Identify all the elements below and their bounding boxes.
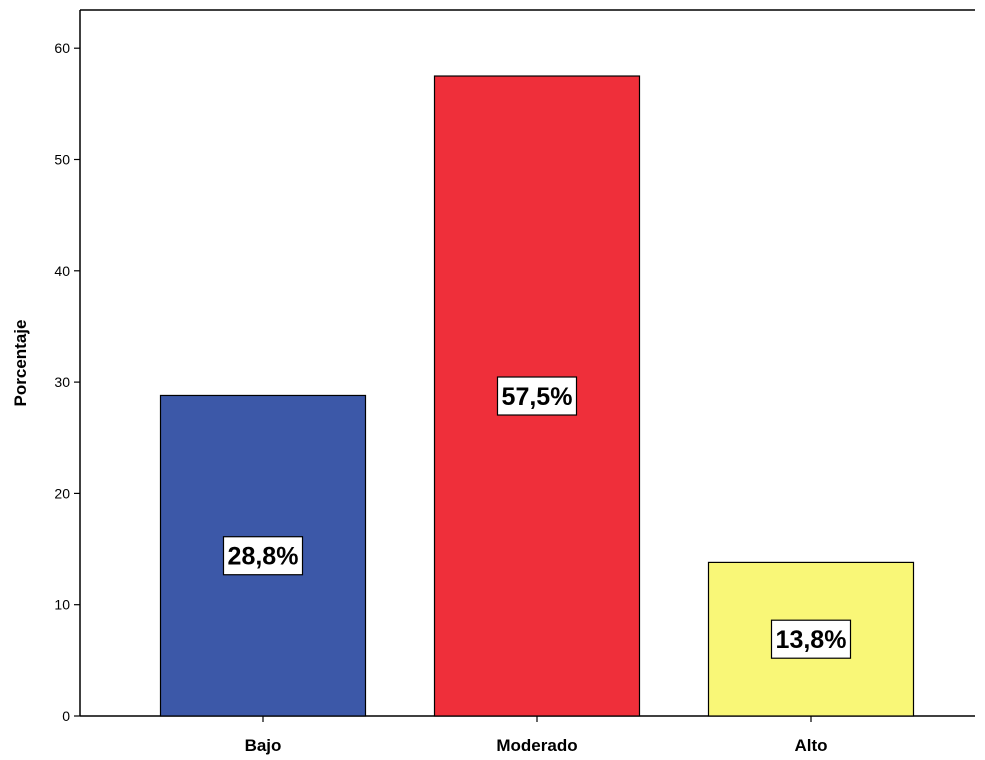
data-label: 57,5% <box>502 383 573 411</box>
data-label: 28,8% <box>228 543 299 571</box>
data-label-box <box>770 619 852 659</box>
y-tick-label: 0 <box>62 708 70 724</box>
y-tick-label: 30 <box>54 374 70 390</box>
y-tick-label: 10 <box>54 597 70 613</box>
x-category-label: Alto <box>794 736 827 755</box>
x-category-label: Bajo <box>245 736 282 755</box>
data-label-box <box>222 536 304 576</box>
y-axis-title: Porcentaje <box>11 320 30 407</box>
y-tick-label: 40 <box>54 263 70 279</box>
x-axis-category-labels: Bajo Moderado Alto <box>245 716 828 755</box>
x-category-label: Moderado <box>496 736 577 755</box>
y-axis-ticks: 0 10 20 30 40 50 60 <box>54 40 80 724</box>
data-label-box <box>496 376 578 416</box>
bars: 28,8% 57,5% 13,8% <box>159 75 915 717</box>
y-tick-label: 50 <box>54 152 70 168</box>
data-label: 13,8% <box>776 626 847 654</box>
y-tick-label: 20 <box>54 485 70 501</box>
y-tick-label: 60 <box>54 40 70 56</box>
